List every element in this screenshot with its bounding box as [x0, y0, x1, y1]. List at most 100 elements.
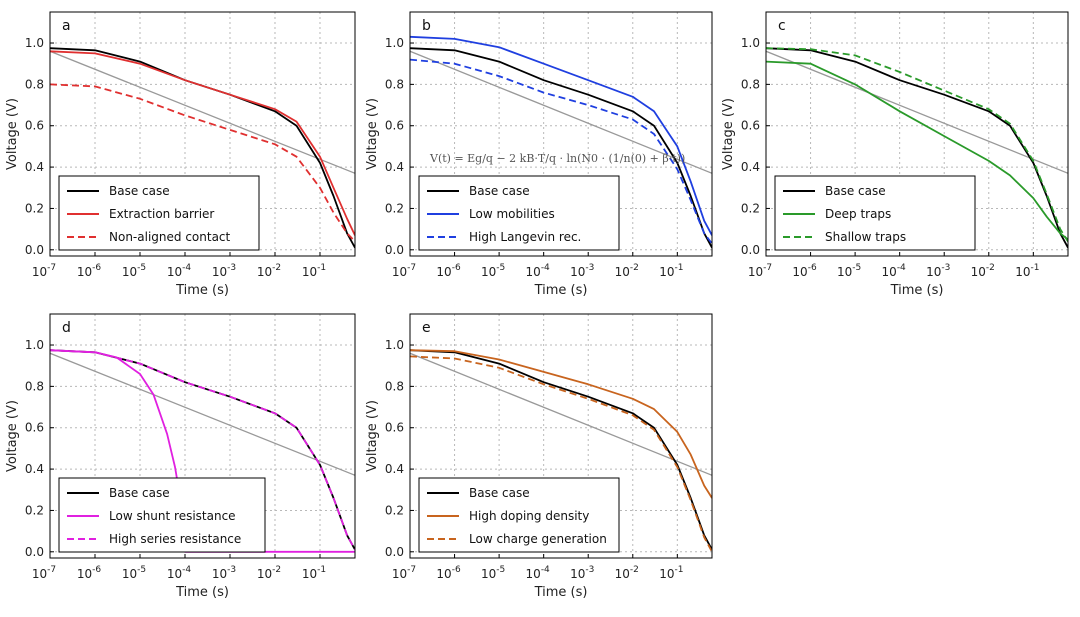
x-tick-label: 10-4 — [167, 565, 192, 581]
y-tick-label: 0.2 — [741, 201, 760, 215]
y-tick-label: 0.4 — [25, 160, 44, 174]
x-axis-label: Time (s) — [890, 283, 944, 298]
y-tick-label: 0.2 — [385, 503, 404, 517]
y-axis-label: Voltage (V) — [5, 400, 20, 472]
y-tick-label: 0.6 — [25, 119, 44, 133]
y-axis-label: Voltage (V) — [721, 98, 736, 170]
series-line-extraction-barrier — [50, 50, 355, 236]
x-tick-label: 10-7 — [748, 263, 772, 279]
y-tick-label: 1.0 — [385, 36, 404, 50]
legend-entry: Non-aligned contact — [109, 230, 231, 244]
panel-letter: e — [422, 320, 431, 336]
x-tick-label: 10-5 — [481, 263, 505, 279]
panel-letter: b — [422, 18, 431, 34]
panel-e: 0.0 0.2 0.4 0.6 0.8 1.0 10-7 10-6 10-5 10-4 10-3 10… — [365, 313, 713, 600]
x-tick-label: 10-7 — [392, 263, 416, 279]
legend-entry: Deep traps — [825, 207, 891, 221]
y-tick-label: 0.6 — [385, 421, 404, 435]
reference-line — [410, 352, 712, 476]
y-tick-label: 1.0 — [385, 338, 404, 352]
y-axis-label: Voltage (V) — [365, 400, 380, 472]
legend-entry: Base case — [109, 184, 170, 198]
y-tick-label: 0.6 — [385, 119, 404, 133]
y-tick-label: 0.0 — [25, 243, 44, 257]
y-tick-label: 0.8 — [385, 77, 404, 91]
y-tick-label: 0.0 — [25, 545, 44, 559]
y-tick-label: 1.0 — [25, 36, 44, 50]
plot-area — [50, 349, 355, 553]
y-axis-label: Voltage (V) — [5, 98, 20, 170]
x-tick-label: 10-4 — [526, 565, 551, 581]
legend-entry: High Langevin rec. — [469, 230, 581, 244]
reference-line — [50, 352, 355, 476]
legend: Base case Low shunt resistance High series… — [58, 477, 266, 553]
x-tick-label: 10-4 — [526, 263, 551, 279]
x-tick-label: 10-3 — [570, 565, 594, 581]
legend-entry: Low mobilities — [469, 207, 555, 221]
x-tick-label: 10-1 — [302, 263, 326, 279]
x-tick-label: 10-1 — [659, 565, 683, 581]
x-tick-label: 10-7 — [32, 263, 56, 279]
x-tick-label: 10-6 — [792, 263, 817, 279]
y-tick-label: 0.4 — [741, 160, 760, 174]
x-tick-label: 10-7 — [392, 565, 416, 581]
panel-a: 0.0 0.2 0.4 0.6 0.8 1.0 10-7 10-6 10-5 10-4 10-3 10… — [5, 11, 356, 298]
x-axis-label: Time (s) — [175, 585, 229, 600]
x-tick-label: 10-1 — [659, 263, 683, 279]
legend-entry: High doping density — [469, 509, 589, 523]
series-line-low-mobilities — [410, 35, 712, 236]
x-tick-label: 10-5 — [481, 565, 505, 581]
x-tick-label: 10-2 — [615, 565, 639, 581]
x-tick-label: 10-4 — [882, 263, 907, 279]
plot-area — [410, 349, 712, 553]
y-tick-label: 0.4 — [385, 160, 404, 174]
series-line-shallow-traps — [766, 47, 1068, 242]
x-tick-label: 10-3 — [570, 263, 594, 279]
series-line-high-langevin-rec- — [410, 58, 712, 245]
y-tick-label: 0.6 — [25, 421, 44, 435]
y-tick-label: 0.6 — [741, 119, 760, 133]
series-line-deep-traps — [766, 60, 1068, 241]
y-tick-label: 0.8 — [385, 379, 404, 393]
x-tick-label: 10-6 — [77, 565, 102, 581]
x-tick-label: 10-5 — [122, 565, 146, 581]
y-tick-label: 0.0 — [741, 243, 760, 257]
series-line-low-charge-generation — [410, 355, 712, 553]
plot-area — [410, 35, 712, 249]
legend-entry: Shallow traps — [825, 230, 906, 244]
y-axis-label: Voltage (V) — [365, 98, 380, 170]
plot-frame — [765, 11, 1069, 257]
series-line-base-case — [410, 47, 712, 249]
plot-area — [50, 47, 355, 249]
x-tick-label: 10-5 — [122, 263, 146, 279]
plot-frame — [49, 11, 356, 257]
x-tick-label: 10-3 — [212, 263, 236, 279]
x-tick-label: 10-4 — [167, 263, 192, 279]
legend-entry: Low charge generation — [469, 532, 607, 546]
y-tick-label: 0.4 — [385, 462, 404, 476]
panel-letter: a — [62, 18, 71, 34]
legend: Base case High doping density Low charge g… — [418, 477, 620, 553]
panel-c: 0.0 0.2 0.4 0.6 0.8 1.0 10-7 10-6 10-5 10-4 10-3 10… — [721, 11, 1069, 298]
legend-entry: Low shunt resistance — [109, 509, 236, 523]
y-tick-label: 1.0 — [25, 338, 44, 352]
y-tick-label: 0.8 — [25, 379, 44, 393]
x-tick-label: 10-3 — [926, 263, 950, 279]
x-axis-label: Time (s) — [534, 283, 588, 298]
plot-frame — [409, 11, 713, 257]
y-tick-label: 0.2 — [25, 201, 44, 215]
y-tick-label: 0.8 — [25, 77, 44, 91]
reference-line — [50, 50, 355, 174]
plot-frame — [49, 313, 356, 559]
legend: Base case Extraction barrier Non-aligned c… — [58, 175, 260, 251]
panel-letter: c — [778, 18, 786, 34]
x-tick-label: 10-2 — [615, 263, 639, 279]
x-tick-label: 10-1 — [1015, 263, 1039, 279]
x-tick-label: 10-3 — [212, 565, 236, 581]
y-tick-label: 0.8 — [741, 77, 760, 91]
legend: Base case Deep traps Shallow traps — [774, 175, 976, 251]
legend-entry: Base case — [469, 184, 530, 198]
series-line-base-case — [766, 47, 1068, 249]
series-line-non-aligned-contact — [50, 83, 355, 243]
